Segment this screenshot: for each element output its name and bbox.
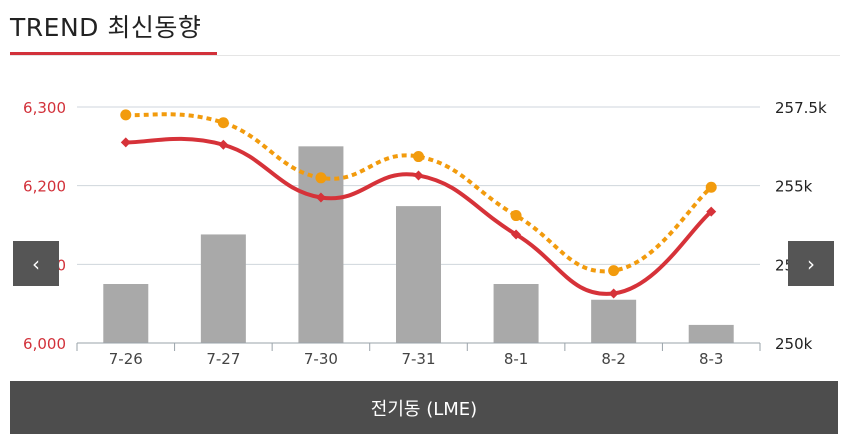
left-tick-label: 6,000 bbox=[23, 335, 66, 353]
point-red bbox=[706, 206, 717, 217]
point-orange bbox=[217, 117, 229, 129]
point-red bbox=[120, 137, 131, 148]
point-orange bbox=[608, 265, 620, 277]
left-tick-label: 6,300 bbox=[23, 99, 66, 117]
next-button[interactable]: › bbox=[788, 241, 834, 286]
footer-bar[interactable]: 전기동 (LME) bbox=[10, 381, 838, 434]
footer-label: 전기동 (LME) bbox=[370, 398, 478, 420]
x-tick-label: 7-27 bbox=[206, 350, 240, 368]
point-orange bbox=[315, 172, 327, 184]
point-red bbox=[218, 139, 229, 150]
bar bbox=[493, 284, 539, 343]
bar bbox=[591, 299, 637, 343]
right-tick-label: 255k bbox=[775, 178, 813, 196]
prev-button[interactable]: ‹ bbox=[13, 241, 59, 286]
left-tick-label: 6,200 bbox=[23, 178, 66, 196]
chevron-left-icon: ‹ bbox=[32, 251, 40, 276]
chevron-right-icon: › bbox=[807, 251, 815, 276]
point-red bbox=[511, 229, 522, 240]
point-red bbox=[608, 288, 619, 299]
title-underline bbox=[10, 52, 217, 55]
trend-chart: 6,000250k6,100252.5k6,200255k6,300257.5k… bbox=[23, 99, 827, 368]
bar bbox=[396, 206, 441, 343]
point-orange bbox=[120, 109, 132, 121]
point-orange bbox=[705, 181, 717, 193]
title-divider bbox=[10, 55, 840, 56]
right-tick-label: 250k bbox=[775, 335, 813, 353]
x-tick-label: 7-31 bbox=[401, 350, 435, 368]
x-tick-label: 8-1 bbox=[504, 350, 529, 368]
right-tick-label: 257.5k bbox=[775, 99, 827, 117]
point-red bbox=[413, 170, 424, 181]
point-orange bbox=[510, 210, 522, 222]
line-layer bbox=[120, 109, 717, 299]
x-tick-label: 8-2 bbox=[601, 350, 626, 368]
page-title: TREND 최신동향 bbox=[10, 13, 202, 42]
bar bbox=[688, 324, 734, 343]
x-tick-label: 8-3 bbox=[699, 350, 724, 368]
x-tick-label: 7-26 bbox=[109, 350, 143, 368]
bar bbox=[103, 284, 149, 343]
x-tick-label: 7-30 bbox=[304, 350, 338, 368]
point-orange bbox=[413, 151, 424, 163]
point-red bbox=[315, 192, 326, 203]
bar bbox=[200, 234, 246, 343]
